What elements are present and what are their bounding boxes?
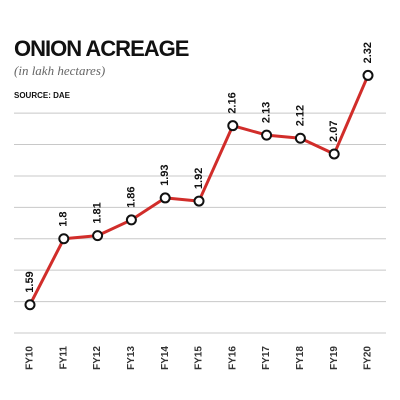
- x-tick-label: FY10: [25, 346, 36, 370]
- point: [261, 129, 273, 141]
- point: [193, 195, 205, 207]
- x-tick-label: FY18: [295, 346, 306, 370]
- point: [125, 214, 137, 226]
- x-tick-label: FY13: [126, 346, 137, 370]
- x-tick-label: FY17: [261, 346, 272, 370]
- chart-title: ONION ACREAGE: [14, 36, 189, 61]
- point: [92, 230, 104, 242]
- data-label: 1.81: [92, 202, 104, 223]
- data-label: 1.86: [125, 186, 137, 207]
- data-label: 2.13: [261, 102, 273, 123]
- x-tick-label: FY19: [329, 346, 340, 370]
- source: SOURCE: DAE: [14, 91, 71, 100]
- point: [294, 132, 306, 144]
- point: [24, 299, 36, 311]
- x-tick-label: FY11: [58, 346, 69, 370]
- point: [159, 192, 171, 204]
- data-label: 1.59: [24, 271, 36, 292]
- x-tick-label: FY15: [194, 346, 205, 370]
- data-label: 2.16: [227, 92, 239, 113]
- point: [227, 120, 239, 132]
- point: [362, 69, 374, 81]
- data-label: 1.92: [193, 168, 205, 189]
- point: [328, 148, 340, 160]
- data-label: 1.93: [159, 165, 171, 186]
- x-tick-label: FY14: [160, 346, 171, 370]
- chart-subtitle: (in lakh hectares): [14, 63, 105, 78]
- point: [58, 233, 70, 245]
- x-tick-label: FY16: [227, 346, 238, 370]
- x-tick-label: FY20: [363, 346, 374, 370]
- x-tick-label: FY12: [92, 346, 103, 370]
- data-label: 2.12: [294, 105, 306, 126]
- data-label: 2.32: [362, 42, 374, 63]
- data-label: 2.07: [328, 121, 340, 142]
- data-label: 1.8: [58, 211, 70, 226]
